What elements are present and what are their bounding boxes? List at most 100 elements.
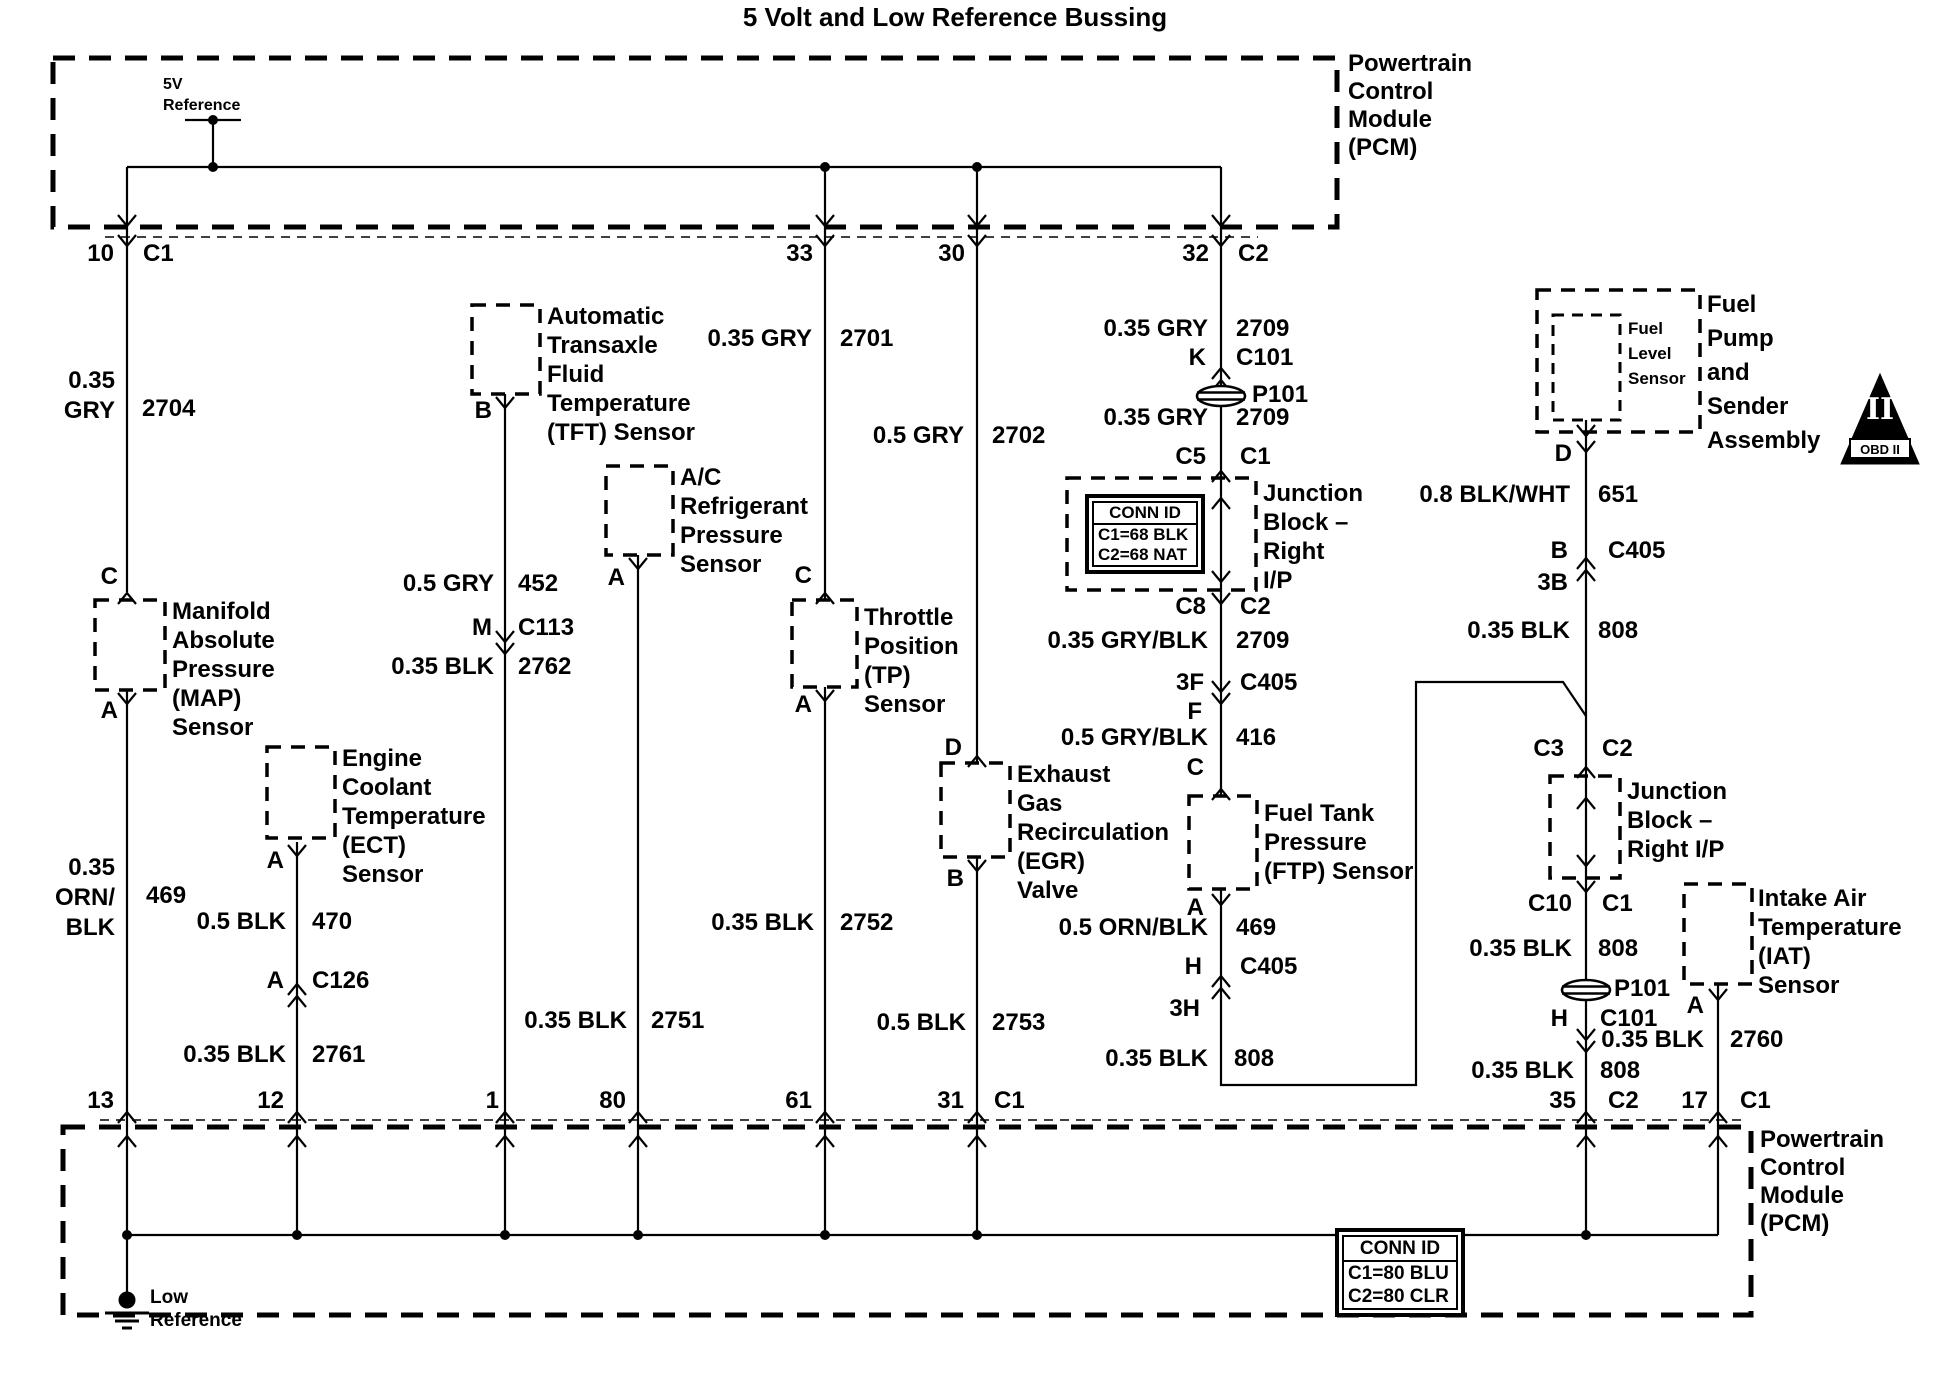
wire-2704-spec: 0.35 GRY (63, 367, 115, 424)
egr-pin-d: D (944, 734, 962, 761)
conn-c113-pin: M (472, 614, 492, 641)
arrowhead (495, 630, 515, 644)
ftp-sensor-box (1187, 794, 1259, 891)
conn-c405-pin-3f: 3F (1175, 669, 1204, 696)
arrowhead (287, 1110, 307, 1124)
diagram-title: 5 Volt and Low Reference Bussing (742, 2, 1168, 32)
pcm-bottom-box (60, 1124, 1754, 1318)
component-boxes (93, 288, 1754, 986)
ftp-pin-c: C (1186, 754, 1204, 781)
arrowhead (495, 1134, 515, 1148)
arrowhead (967, 214, 987, 228)
fuel-level-sensor-label: Fuel Level Sensor (1628, 319, 1686, 388)
jb1-conn-c2: C2 (1240, 593, 1271, 620)
splice-p101-icon (1197, 391, 1245, 401)
wire-2752-spec: 0.35 BLK (711, 909, 814, 936)
egr-valve-box (939, 761, 1012, 859)
wire-2761-spec: 0.35 BLK (183, 1041, 286, 1068)
ac-pin-a: A (607, 564, 625, 591)
wire-2709b-spec: 0.35 GRY (1103, 404, 1209, 431)
pin-31-conn: C1 (994, 1087, 1025, 1114)
junction-dot (292, 1230, 302, 1240)
splice-p101-a-label: P101 (1252, 381, 1309, 408)
jb2-conn-c1: C1 (1602, 890, 1633, 917)
pin-32-conn: C2 (1238, 240, 1269, 267)
arrows-and-junctions (117, 115, 1728, 1240)
wire-808b-num: 808 (1598, 617, 1639, 644)
conn-c126: C126 (312, 967, 370, 994)
wire-416-spec: 0.5 GRY/BLK (1060, 724, 1208, 751)
arrowhead (815, 591, 835, 605)
jb2-pin-c10: C10 (1527, 890, 1572, 917)
arrowhead (117, 591, 137, 605)
egr-valve-label: Exhaust Gas Recirculation (EGR) Valve (1017, 761, 1170, 904)
wire-2762-spec: 0.35 BLK (391, 653, 494, 680)
tp-sensor-box (790, 598, 859, 689)
conn-c405-pin-h: H (1184, 953, 1202, 980)
arrowhead (967, 754, 987, 768)
pin-10: 10 (87, 240, 114, 267)
jb2-conn-c2: C2 (1602, 735, 1633, 762)
wire-2760-num: 2760 (1730, 1026, 1784, 1053)
conn-c101-pin-h: H (1550, 1005, 1568, 1032)
ftp-sensor-label: Fuel Tank Pressure (FTP) Sensor (1264, 800, 1414, 885)
pin-80: 80 (599, 1087, 626, 1114)
jb1-pin-c5: C5 (1175, 443, 1206, 470)
arrowhead (1211, 234, 1231, 248)
wire-2752-num: 2752 (840, 909, 894, 936)
jb2-label: Junction Block – Right I/P (1627, 778, 1727, 863)
arrowhead (1576, 424, 1596, 438)
arrowhead (287, 982, 307, 996)
junction-dot (820, 162, 830, 172)
arrowhead (628, 557, 648, 571)
egr-pin-b: B (946, 865, 964, 892)
conn-c405-pin-3b: 3B (1537, 569, 1568, 596)
arrowhead (117, 692, 137, 706)
arrowhead (1211, 592, 1231, 606)
wire-2761-num: 2761 (312, 1041, 366, 1068)
arrowhead (815, 1134, 835, 1148)
conn-id-header: CONN ID (1094, 503, 1196, 525)
jb1-pin-c8: C8 (1175, 593, 1206, 620)
fuel-pump-assembly-box (1535, 288, 1702, 434)
fuel-pump-pin-d: D (1554, 440, 1572, 467)
conn-c113: C113 (518, 614, 575, 641)
map-pin-a: A (100, 697, 118, 724)
conn-id-table-junction-block: CONN ID C1=68 BLK C2=68 NAT (1085, 494, 1205, 574)
arrowhead (117, 234, 137, 248)
iat-sensor-label: Intake Air Temperature (IAT) Sensor (1758, 885, 1902, 999)
arrowhead (1576, 556, 1596, 570)
arrowhead (628, 1134, 648, 1148)
arrowhead (287, 844, 307, 858)
pin-13: 13 (87, 1087, 114, 1114)
junction-dot (820, 1230, 830, 1240)
arrowhead (1576, 880, 1596, 894)
arrowhead (495, 642, 515, 656)
wire-2751-num: 2751 (651, 1007, 705, 1034)
arrowhead (1576, 765, 1596, 779)
arrowhead (1211, 974, 1231, 988)
pin-35: 35 (1549, 1087, 1576, 1114)
arrowhead (967, 1134, 987, 1148)
pin-10-conn: C1 (143, 240, 174, 267)
wire-2701-spec: 0.35 GRY (707, 325, 813, 352)
pin-17-conn: C1 (1740, 1087, 1771, 1114)
arrowhead (1576, 440, 1596, 454)
tp-sensor-label: Throttle Position (TP) Sensor (864, 604, 959, 718)
wire-808a-spec: 0.35 BLK (1105, 1045, 1208, 1072)
ac-pressure-sensor-box (604, 464, 675, 557)
conn-id-row: C1=68 BLK (1098, 525, 1189, 544)
arrowhead (117, 1110, 137, 1124)
wire-469a-spec: 0.35 ORN/ BLK (55, 854, 115, 941)
ect-sensor-box (265, 745, 337, 840)
arrowhead (495, 396, 515, 410)
pcm-boxes (50, 55, 1754, 1318)
fuel-level-sensor-box (1551, 313, 1622, 422)
wire-469b-num: 469 (1236, 914, 1277, 941)
wire-452-num: 452 (518, 570, 559, 597)
splice-p101-b-label: P101 (1614, 975, 1671, 1002)
wire-2751-spec: 0.35 BLK (524, 1007, 627, 1034)
pin-61: 61 (785, 1087, 812, 1114)
arrowhead (1211, 692, 1231, 706)
